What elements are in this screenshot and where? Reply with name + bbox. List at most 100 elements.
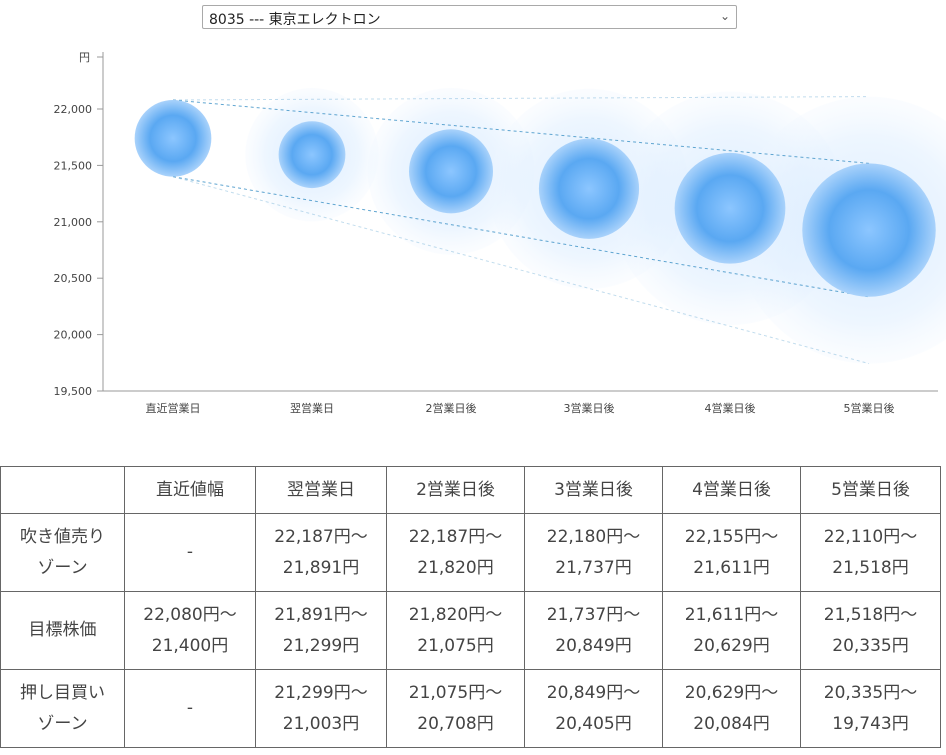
cell-value: 21,518円～ (823, 604, 918, 625)
forecast-table: 直近値幅 翌営業日 2営業日後 3営業日後 4営業日後 5営業日後吹き値売りゾーン - 22,… (0, 466, 941, 748)
cell-value: 22,187円～ (408, 526, 503, 547)
cell-value: 21,075円～ (408, 682, 503, 703)
price-forecast-chart: 円 19,500 20,000 20,500 21,000 21,500 22,000 直近営… (54, 51, 946, 415)
row-label-line: 目標株価 (28, 620, 97, 640)
x-axis-tick-label: 直近営業日 (146, 401, 201, 415)
y-axis-unit: 円 (79, 51, 90, 64)
chevron-down-icon: ⌄ (719, 9, 730, 23)
table-header-cell (0, 466, 125, 514)
table-cell: 21,891円～ 21,299円 (255, 591, 387, 670)
y-axis-tick-label: 20,500 (54, 272, 93, 285)
target-range-bubble (674, 152, 786, 264)
cell-value: 21,820円 (417, 557, 494, 578)
cell-value: 20,629円 (693, 635, 770, 656)
range-dashed-lines (172, 96, 870, 365)
table-cell: - (124, 513, 256, 592)
table-cell: 20,335円～ 19,743円 (800, 669, 941, 748)
stock-select[interactable]: 8035 --- 東京エレクトロン ⌄ (202, 5, 737, 29)
table-cell: 21,299円～ 21,003円 (255, 669, 387, 748)
cell-value: 21,299円～ (274, 682, 368, 703)
cell-value: 21,611円 (693, 557, 770, 578)
cell-value: 22,187円～ (274, 526, 368, 547)
table-header-cell: 4営業日後 (662, 466, 801, 514)
x-axis-tick-label: 2営業日後 (426, 401, 477, 415)
row-label: 吹き値売り ゾーン (0, 513, 125, 592)
table-cell: 21,518円～ 20,335円 (800, 591, 941, 670)
cell-value: 21,518円 (832, 557, 909, 578)
cell-value: 21,820円～ (408, 604, 503, 625)
table-cell: 22,180円～ 21,737円 (524, 513, 663, 592)
outer-range-halos (245, 87, 946, 364)
table-header-row: 直近値幅 翌営業日 2営業日後 3営業日後 4営業日後 5営業日後 (0, 466, 941, 514)
cell-value: 20,629円～ (684, 682, 779, 703)
cell-value: 21,891円～ (274, 604, 368, 625)
cell-value: 20,708円 (417, 713, 494, 734)
table-cell: 21,075円～ 20,708円 (386, 669, 525, 748)
cell-value: 22,155円～ (684, 526, 779, 547)
cell-value: 22,080円～ (143, 604, 237, 625)
cell-value: 21,075円 (417, 635, 494, 656)
cell-value: 21,737円 (555, 557, 632, 578)
cell-value: 20,849円～ (546, 682, 641, 703)
cell-value: 21,891円 (282, 557, 360, 578)
stock-select-value: 8035 --- 東京エレクトロン (209, 12, 381, 28)
table-cell: 22,187円～ 21,891円 (255, 513, 387, 592)
table-header-cell: 5営業日後 (800, 466, 941, 514)
table-cell: 22,187円～ 21,820円 (386, 513, 525, 592)
row-label-line: 押し目買い (20, 682, 105, 703)
cell-value: 21,611円～ (684, 604, 779, 625)
x-axis-tick-label: 翌営業日 (290, 401, 334, 415)
table-cell: 21,820円～ 21,075円 (386, 591, 525, 670)
cell-value: 19,743円 (832, 713, 909, 734)
y-axis-tick-label: 20,000 (54, 329, 93, 342)
outer-lower-line (172, 176, 870, 365)
table-cell: 22,110円～ 21,518円 (800, 513, 941, 592)
table-cell: 22,155円～ 21,611円 (662, 513, 801, 592)
table-header-cell: 2営業日後 (386, 466, 525, 514)
table-cell: 20,629円～ 20,084円 (662, 669, 801, 748)
cell-value: 20,405円 (555, 713, 632, 734)
table-cell: 22,080円～ 21,400円 (124, 591, 256, 670)
y-axis-tick-label: 19,500 (54, 385, 93, 398)
table-header-cell: 3営業日後 (524, 466, 663, 514)
table-cell: 21,737円～ 20,849円 (524, 591, 663, 670)
row-label: 押し目買い ゾーン (0, 669, 125, 748)
cell-value: 20,335円 (832, 635, 909, 656)
table-cell: 21,611円～ 20,629円 (662, 591, 801, 670)
y-axis-tick-label: 22,000 (54, 103, 93, 116)
target-range-bubble (538, 138, 640, 239)
cell-value: 21,003円 (282, 713, 360, 734)
cell-value: 21,400円 (151, 635, 229, 656)
target-range-bubbles (134, 99, 936, 297)
x-axis-tick-label: 5営業日後 (844, 401, 895, 415)
cell-value: 22,110円～ (823, 526, 918, 547)
table-row: 押し目買い ゾーン -21,299円～ 21,003円 21,075円～ 20,708円 2… (0, 669, 941, 748)
target-range-bubble (408, 129, 494, 214)
x-axis-tick-label: 4営業日後 (705, 401, 756, 415)
cell-value: 21,737円～ (546, 604, 641, 625)
row-label-line: ゾーン (37, 713, 88, 734)
table-row: 吹き値売り ゾーン -22,187円～ 21,891円 22,187円～ 21,820円 2… (0, 513, 941, 592)
row-label-line: ゾーン (37, 557, 88, 578)
row-label-line: 吹き値売り (20, 526, 105, 547)
cell-value: - (186, 698, 194, 718)
table-header-cell: 翌営業日 (255, 466, 387, 514)
table-row: 目標株価 22,080円～ 21,400円 21,891円～ 21,299円 21,820… (0, 591, 941, 670)
target-range-bubble (802, 163, 936, 297)
inner-upper-line (172, 99, 870, 164)
cell-value: 20,335円～ (823, 682, 918, 703)
target-range-bubble (278, 121, 346, 189)
chart-axes: 円 19,500 20,000 20,500 21,000 21,500 22,000 直近営… (54, 51, 938, 415)
x-axis-tick-label: 3営業日後 (564, 401, 615, 415)
table-cell: - (124, 669, 256, 748)
cell-value: 22,180円～ (546, 526, 641, 547)
table-header-cell: 直近値幅 (124, 466, 256, 514)
target-range-bubble (134, 99, 212, 177)
cell-value: 20,849円 (555, 635, 632, 656)
y-axis-tick-label: 21,500 (54, 159, 93, 172)
cell-value: - (186, 542, 194, 562)
row-label: 目標株価 (0, 591, 125, 670)
y-axis-tick-label: 21,000 (54, 216, 93, 229)
outer-upper-line (172, 96, 870, 101)
inner-lower-line (172, 176, 870, 298)
